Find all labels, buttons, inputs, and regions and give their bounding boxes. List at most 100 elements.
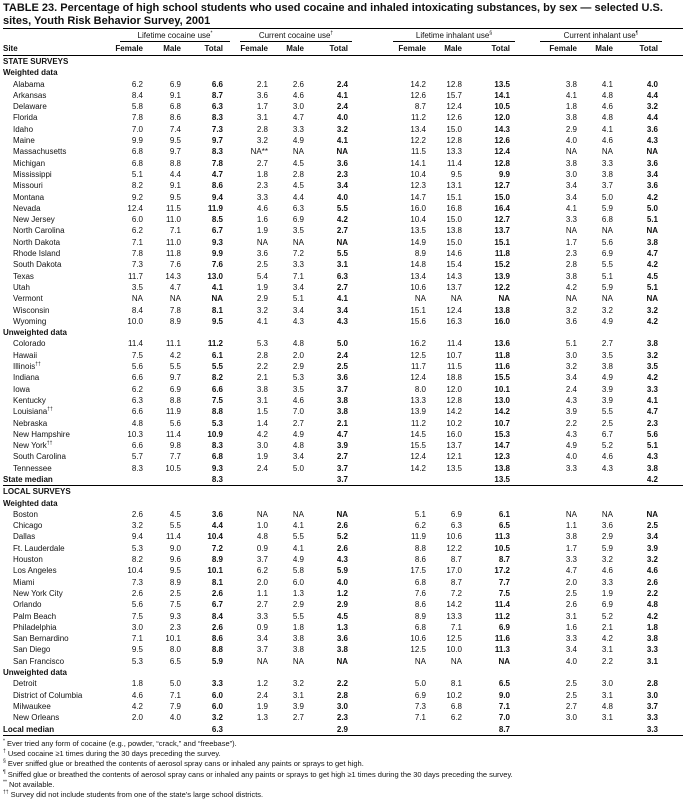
cell-value: 13.0 bbox=[494, 395, 510, 405]
cell-value: 14.7 bbox=[494, 441, 510, 451]
column-header: Site bbox=[3, 44, 18, 54]
cell-value: 12.8 bbox=[446, 79, 462, 89]
cell-value: 10.7 bbox=[494, 418, 510, 428]
cell-value: 6.8 bbox=[211, 452, 223, 462]
cell-value: 8.9 bbox=[414, 249, 426, 259]
cell-value: 6.9 bbox=[169, 79, 181, 89]
cell-value: 8.2 bbox=[131, 555, 143, 565]
cell-value: 10.5 bbox=[494, 102, 510, 112]
spacer bbox=[658, 192, 683, 203]
cell-value: 4.1 bbox=[211, 282, 223, 292]
cell-value: 2.0 bbox=[292, 350, 304, 360]
cell-value: 4.4 bbox=[211, 521, 223, 531]
site-name: Boston bbox=[13, 509, 38, 519]
spacer bbox=[658, 361, 683, 372]
cell-value: 8.9 bbox=[169, 577, 181, 587]
empty bbox=[577, 724, 613, 736]
cell-value: 4.3 bbox=[292, 316, 304, 326]
cell-value: 5.1 bbox=[646, 215, 658, 225]
cell-value: NA bbox=[292, 656, 304, 666]
table-row: North Dakota 7.1 11.0 9.3 NA NA NA 14.9 15.0 15.1… bbox=[3, 237, 683, 248]
cell-value: 2.8 bbox=[646, 679, 658, 689]
cell-value: 11.0 bbox=[166, 215, 181, 225]
cell-value: 14.7 bbox=[410, 192, 426, 202]
cell-value: 1.7 bbox=[256, 102, 268, 112]
cell-value: 3.2 bbox=[292, 679, 304, 689]
cell-value: 1.9 bbox=[256, 226, 268, 236]
cell-value: NA bbox=[256, 237, 268, 247]
column-header: Female bbox=[240, 44, 268, 54]
cell-value: 16.3 bbox=[446, 316, 462, 326]
group-header-lifetime-inhalant: Lifetime inhalant use§ bbox=[393, 31, 515, 42]
cell-value: 13.5 bbox=[410, 226, 426, 236]
cell-value: 4.6 bbox=[646, 566, 658, 576]
empty bbox=[143, 474, 181, 486]
spacer bbox=[658, 690, 683, 701]
cell-value: 13.9 bbox=[410, 407, 426, 417]
cell-value: 4.4 bbox=[292, 192, 304, 202]
site-name: Tennessee bbox=[13, 463, 52, 473]
cell-value: 1.2 bbox=[256, 679, 268, 689]
cell-value: 3.8 bbox=[646, 237, 658, 247]
footnote-mark: † bbox=[330, 30, 334, 37]
cell-value: 2.6 bbox=[292, 79, 304, 89]
cell-value: 4.5 bbox=[292, 181, 304, 191]
cell-value: 6.8 bbox=[414, 577, 426, 587]
cell-value: 3.1 bbox=[601, 645, 613, 655]
cell-value: 6.8 bbox=[414, 622, 426, 632]
cell-value: 3.6 bbox=[256, 90, 268, 100]
footnote-mark: ** bbox=[3, 779, 7, 786]
median-row: Local median 6.3 2.9 8.7 3.3 bbox=[3, 724, 683, 736]
site-name: New Hampshire bbox=[13, 429, 70, 439]
cell-value: 2.9 bbox=[292, 362, 304, 372]
site-name: Colorado bbox=[13, 339, 46, 349]
cell-value: 3.8 bbox=[336, 395, 348, 405]
cell-value: NA bbox=[565, 226, 577, 236]
cell-value: 7.5 bbox=[131, 611, 143, 621]
cell-value: 5.2 bbox=[601, 441, 613, 451]
cell-value: 6.9 bbox=[601, 600, 613, 610]
cell-value: 9.1 bbox=[169, 90, 181, 100]
table-row: Maine 9.9 9.5 9.7 3.2 4.9 4.1 12.2 12.8 12.6 4.0 4.… bbox=[3, 135, 683, 146]
cell-value: 10.1 bbox=[494, 384, 510, 394]
site-name: Chicago bbox=[13, 521, 43, 531]
table-row: New Jersey 6.0 11.0 8.5 1.6 6.9 4.2 10.4 15.0 12.… bbox=[3, 214, 683, 225]
empty bbox=[348, 474, 426, 486]
cell-value: 3.2 bbox=[646, 350, 658, 360]
cell-value: 4.3 bbox=[646, 452, 658, 462]
site-name: Idaho bbox=[13, 124, 34, 134]
cell-value: 9.5 bbox=[131, 645, 143, 655]
cell-value: 2.5 bbox=[256, 260, 268, 270]
site-name: Louisiana†† bbox=[13, 406, 53, 417]
cell-value: 8.1 bbox=[450, 679, 462, 689]
spacer bbox=[658, 429, 683, 440]
cell-value: 2.7 bbox=[292, 713, 304, 723]
cell-value: NA bbox=[601, 147, 613, 157]
cell-value: 9.4 bbox=[131, 532, 143, 542]
cell-value: 8.7 bbox=[414, 102, 426, 112]
cell-value: NA bbox=[336, 656, 348, 666]
cell-value: 4.0 bbox=[646, 79, 658, 89]
cell-value: 4.2 bbox=[646, 316, 658, 326]
cell-value: 3.0 bbox=[646, 690, 658, 700]
site-name: San Francisco bbox=[13, 656, 65, 666]
table-row: District of Columbia 4.6 7.1 6.0 2.4 3.1 2.8 6.… bbox=[3, 690, 683, 701]
cell-value: 6.2 bbox=[131, 226, 143, 236]
median-value: 4.2 bbox=[646, 474, 658, 484]
cell-value: 2.5 bbox=[646, 521, 658, 531]
cell-value: 4.1 bbox=[565, 203, 577, 213]
cell-value: 5.8 bbox=[292, 566, 304, 576]
cell-value: 6.8 bbox=[601, 215, 613, 225]
cell-value: 11.3 bbox=[494, 645, 510, 655]
column-header: Total bbox=[204, 44, 223, 54]
cell-value: NA bbox=[646, 294, 658, 304]
cell-value: 4.0 bbox=[336, 192, 348, 202]
cell-value: 2.6 bbox=[336, 521, 348, 531]
cell-value: 2.7 bbox=[292, 418, 304, 428]
cell-value: 12.5 bbox=[446, 634, 462, 644]
cell-value: 2.6 bbox=[211, 622, 223, 632]
cell-value: NA bbox=[169, 294, 181, 304]
spacer bbox=[658, 565, 683, 576]
cell-value: 14.1 bbox=[494, 90, 510, 100]
cell-value: 2.4 bbox=[565, 384, 577, 394]
